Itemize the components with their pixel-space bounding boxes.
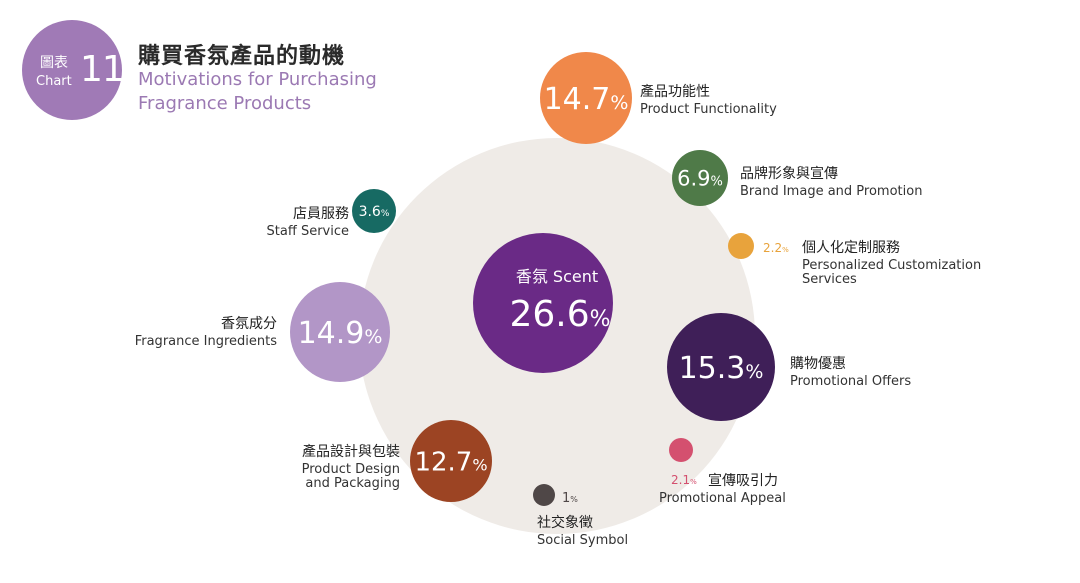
bubble-scent <box>473 233 613 373</box>
label-en-design-packaging-line1: Product Design <box>302 462 400 477</box>
value-ingredients: 14.9% <box>298 316 383 351</box>
bubble-ingredients <box>290 282 390 382</box>
label-en-functionality: Product Functionality <box>640 102 777 117</box>
label-zh-social-symbol: 社交象徵 <box>537 514 593 531</box>
value-customization: 2.2% <box>763 241 789 255</box>
bubble-customization <box>728 233 754 259</box>
label-en-promotional-offers: Promotional Offers <box>790 374 911 389</box>
label-zh-customization: 個人化定制服務 <box>802 240 900 256</box>
bubble-functionality <box>540 52 632 144</box>
chart-badge: 圖表 Chart 11 <box>22 20 125 120</box>
chart-title-en: Motivations for Purchasing Fragrance Pro… <box>138 69 377 114</box>
bubble-design-packaging <box>410 420 492 502</box>
value-functionality: 14.7% <box>544 82 629 117</box>
badge-number: 11 <box>80 49 125 90</box>
value-design-packaging: 12.7% <box>414 447 487 477</box>
label-scent: 香氛 Scent <box>516 267 598 286</box>
bubble-promotional-offers <box>667 313 775 421</box>
label-en-social-symbol: Social Symbol <box>537 533 628 548</box>
value-social-symbol: 1% <box>562 491 578 506</box>
value-promotional-offers: 15.3% <box>679 351 764 386</box>
bubble-social-symbol <box>533 484 555 506</box>
label-en-promotional-appeal: Promotional Appeal <box>659 491 786 506</box>
bubble-staff-service <box>352 189 396 233</box>
badge-label-en: Chart <box>36 74 72 89</box>
value-staff-service: 3.6% <box>359 204 390 220</box>
badge-label-zh: 圖表 <box>40 55 68 71</box>
label-en-customization-line2: Services <box>802 272 857 287</box>
label-en-ingredients: Fragrance Ingredients <box>135 334 278 349</box>
label-en-design-packaging-line2: and Packaging <box>305 476 400 491</box>
label-zh-functionality: 產品功能性 <box>640 83 710 100</box>
label-zh-promotional-offers: 購物優惠 <box>790 356 846 372</box>
value-promotional-appeal: 2.1% <box>671 473 697 487</box>
label-en-staff-service: Staff Service <box>267 224 349 239</box>
bubble-brand-image <box>672 150 728 206</box>
value-brand-image: 6.9% <box>677 167 723 191</box>
label-zh-ingredients: 香氛成分 <box>221 316 277 332</box>
value-scent: 26.6% <box>509 294 610 335</box>
label-zh-promotional-appeal: 宣傳吸引力 <box>708 473 778 489</box>
bubble-promotional-appeal <box>669 438 693 462</box>
label-en-customization-line1: Personalized Customization <box>802 258 981 273</box>
label-zh-brand-image: 品牌形象與宣傳 <box>740 165 838 182</box>
chart-title-zh: 購買香氛產品的動機 <box>138 44 346 69</box>
label-en-brand-image: Brand Image and Promotion <box>740 184 922 199</box>
label-zh-staff-service: 店員服務 <box>293 206 349 222</box>
label-zh-design-packaging: 產品設計與包裝 <box>302 443 400 460</box>
